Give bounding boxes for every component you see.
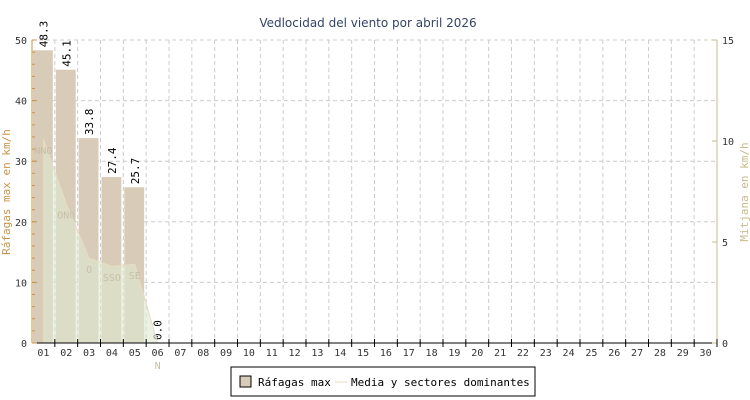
chart-title: Vedlocidad del viento por abril 2026	[259, 16, 476, 30]
x-tick-label: 20	[471, 348, 483, 359]
x-tick-label: 25	[585, 348, 597, 359]
x-tick-label: 12	[289, 348, 301, 359]
x-tick-label: 27	[631, 348, 643, 359]
y-axis-label-right: Mitjana en km/h	[738, 142, 750, 241]
x-tick-label: 30	[700, 348, 712, 359]
x-tick-label: 26	[608, 348, 620, 359]
x-tick-label: 14	[334, 348, 346, 359]
x-tick-label: 22	[517, 348, 529, 359]
x-tick-label: 21	[494, 348, 506, 359]
y-right-tick-label: 15	[722, 36, 734, 47]
x-tick-label: 04	[106, 348, 118, 359]
x-tick-label: 02	[60, 348, 72, 359]
sector-label: N	[155, 361, 161, 372]
y-right-tick-label: 5	[722, 238, 728, 249]
bar-data-label: 33.8	[83, 109, 96, 136]
legend: Ráfagas max Media y sectores dominantes	[230, 366, 536, 397]
y-tick-label: 10	[15, 278, 27, 289]
bar-data-label: 45.1	[60, 40, 73, 67]
x-tick-label: 07	[174, 348, 186, 359]
legend-label-gusts: Ráfagas max	[258, 376, 331, 389]
x-tick-label: 03	[83, 348, 95, 359]
y-axis-label-left: Ráfagas max en km/h	[0, 129, 13, 255]
x-tick-label: 13	[311, 348, 323, 359]
x-tick-label: 08	[197, 348, 209, 359]
x-tick-label: 15	[357, 348, 369, 359]
bar-data-label: 25.7	[129, 158, 142, 185]
bar-data-label: 48.3	[37, 21, 50, 48]
mean-area	[42, 138, 159, 344]
sector-label: NNO	[34, 146, 52, 157]
y-tick-label: 50	[15, 36, 27, 47]
bar-data-label: 27.4	[106, 147, 119, 174]
x-tick-label: 10	[243, 348, 255, 359]
legend-swatch-gusts	[239, 375, 252, 388]
y-right-tick-label: 0	[722, 339, 728, 350]
y-tick-label: 30	[15, 157, 27, 168]
x-tick-label: 11	[266, 348, 278, 359]
legend-label-mean: Media y sectores dominantes	[351, 376, 530, 389]
x-tick-label: 23	[540, 348, 552, 359]
x-tick-label: 09	[220, 348, 232, 359]
sector-label: SSO	[103, 273, 121, 284]
x-tick-label: 06	[152, 348, 164, 359]
y-tick-label: 20	[15, 218, 27, 229]
x-tick-label: 29	[677, 348, 689, 359]
x-tick-label: 28	[654, 348, 666, 359]
x-tick-label: 01	[37, 348, 49, 359]
x-tick-label: 17	[403, 348, 415, 359]
sector-label: ONO	[57, 211, 75, 222]
sector-label: O	[86, 265, 92, 276]
x-tick-label: 19	[448, 348, 460, 359]
x-tick-label: 16	[380, 348, 392, 359]
y-tick-label: 40	[15, 97, 27, 108]
y-tick-label: 0	[21, 339, 27, 350]
x-tick-label: 18	[426, 348, 438, 359]
x-tick-label: 05	[129, 348, 141, 359]
sector-label: SE	[129, 271, 141, 282]
y-right-tick-label: 10	[722, 137, 734, 148]
x-tick-label: 24	[563, 348, 575, 359]
